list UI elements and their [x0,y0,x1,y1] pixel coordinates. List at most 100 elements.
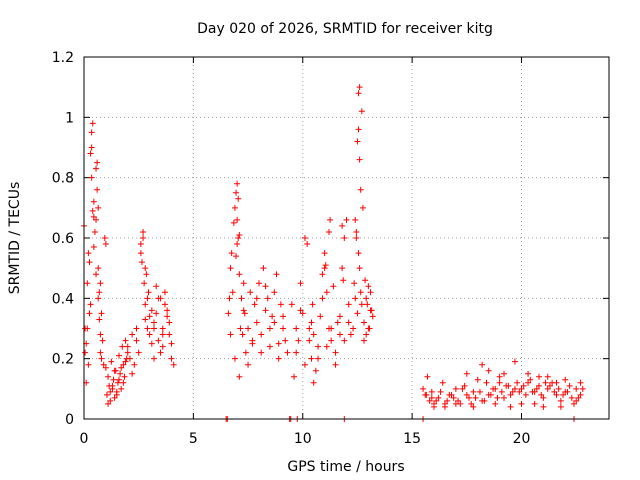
data-point [275,355,282,362]
data-point [97,349,104,356]
data-point [118,364,125,371]
data-point [113,391,120,398]
y-axis-label: SRMTID / TECUs [7,182,23,295]
data-point [536,373,542,380]
data-point [531,400,538,407]
data-point [284,349,291,356]
data-point [97,331,104,338]
data-point [323,289,330,296]
plot-frame [83,56,610,420]
data-point [233,253,240,260]
data-point [251,301,258,308]
data-point [423,391,430,398]
y-tick-label: 0.6 [52,231,74,247]
data-point [544,373,551,380]
data-point [533,385,540,392]
data-point [424,373,431,380]
data-point [511,385,518,392]
data-point [166,319,173,326]
data-point [107,388,114,395]
y-tick-label: 1.2 [52,50,74,66]
data-point [312,367,319,374]
data-point [88,174,95,181]
data-point [455,397,462,404]
y-tick-label: 0.8 [52,171,74,187]
data-point [557,403,564,410]
data-point [431,403,437,410]
data-point [166,331,173,338]
data-point [142,316,149,323]
data-point [340,277,347,284]
data-point [107,397,114,404]
data-point [571,400,577,407]
data-point [94,186,101,193]
data-point [137,241,144,248]
data-point [428,388,435,395]
data-point [269,313,276,320]
data-point [151,319,157,326]
data-point [242,349,249,356]
data-point [496,373,503,380]
data-point [326,228,332,235]
data-point [301,235,308,241]
data-point [144,325,151,332]
y-tick-label: 0.4 [52,291,74,307]
x-tick-label: 5 [189,431,198,447]
data-point [536,382,542,389]
data-point [507,403,514,410]
data-point [339,222,346,229]
data-point [245,325,252,332]
data-point [544,385,551,392]
data-point [459,385,466,392]
data-point [463,391,470,398]
data-point [111,394,118,401]
data-point [483,379,490,386]
data-point [327,216,334,223]
data-point [84,325,91,332]
data-point [361,319,367,326]
data-point [301,361,308,368]
data-point [297,307,304,314]
data-point [343,216,350,223]
data-point [155,295,162,302]
data-point [101,235,108,241]
data-point [168,340,175,347]
data-point [350,325,357,332]
data-point [555,385,562,392]
data-point [321,250,328,257]
data-point [262,307,269,314]
data-point [514,379,521,386]
data-point [357,289,364,296]
data-point [86,259,93,266]
data-point [238,295,245,302]
data-point [297,280,304,287]
data-point [341,235,348,241]
data-point [271,319,278,326]
data-point [161,301,168,308]
data-point [90,198,97,205]
data-point [228,250,235,257]
data-point [347,331,354,338]
data-point [95,204,102,211]
data-point [446,391,453,398]
data-point [306,337,313,344]
data-point [89,120,96,127]
data-point [428,394,435,401]
data-point [114,379,121,386]
data-point [277,301,284,308]
data-point [579,385,586,392]
data-point [308,319,315,326]
data-point [93,216,100,223]
data-point [227,265,234,272]
data-point [330,283,337,290]
data-point [102,364,109,371]
data-point [108,358,115,365]
data-point [237,325,244,332]
data-point [170,361,177,368]
data-point [476,388,483,395]
data-point [553,391,560,398]
data-point [481,397,488,404]
data-point [120,361,127,368]
data-point [516,388,523,395]
data-point [573,397,580,404]
